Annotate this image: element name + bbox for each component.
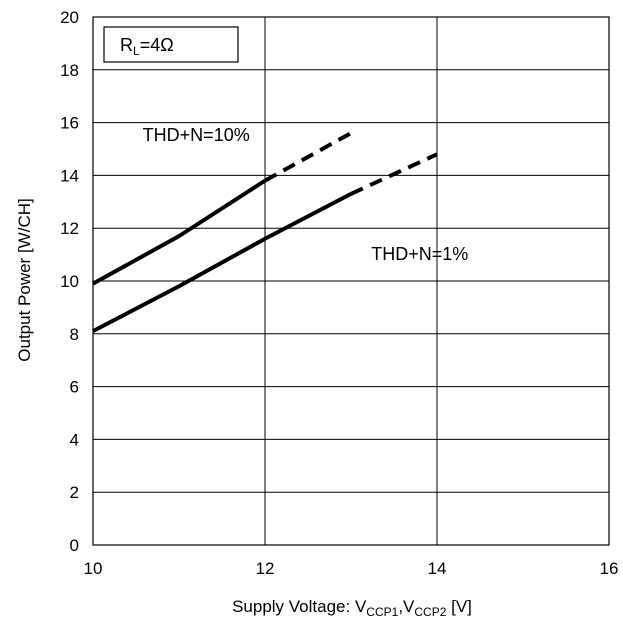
series-line-solid-0 — [92, 178, 267, 286]
grid-lines — [92, 16, 610, 546]
y-tick-labels: 0 2 4 6 8 10 12 14 16 18 20 — [60, 8, 79, 555]
legend-box: RL=4Ω — [103, 26, 239, 63]
y-tick-label: 10 — [60, 272, 79, 291]
y-tick-label: 4 — [70, 430, 79, 449]
y-tick-label: 14 — [60, 166, 79, 185]
plot-area-frame — [92, 16, 610, 546]
x-tick-label: 12 — [256, 559, 275, 578]
legend-box-rest: =4Ω — [140, 35, 174, 55]
y-tick-label: 2 — [70, 483, 79, 502]
y-tick-label: 12 — [60, 219, 79, 238]
y-tick-label: 0 — [70, 536, 79, 555]
x-axis-label-sub2: CCP2 — [414, 605, 446, 619]
x-tick-label: 16 — [600, 559, 619, 578]
y-tick-label: 16 — [60, 114, 79, 133]
y-tick-label: 8 — [70, 325, 79, 344]
x-tick-label: 10 — [84, 559, 103, 578]
legend-box-text: RL=4Ω — [120, 35, 174, 58]
y-tick-label: 6 — [70, 378, 79, 397]
legend-box-main: R — [120, 35, 133, 55]
series-line-solid-1 — [92, 192, 352, 333]
annotations: THD+N=10% THD+N=1% — [143, 125, 469, 264]
series-line-dashed-0 — [264, 131, 352, 183]
series-line-dashed-1 — [350, 152, 438, 196]
y-axis-label: Output Power [W/CH] — [15, 198, 34, 361]
series-annotation: THD+N=10% — [143, 125, 250, 145]
series-annotation: THD+N=1% — [371, 244, 468, 264]
x-tick-labels: 10 12 14 16 — [84, 559, 619, 578]
x-axis-label-suffix: [V] — [446, 597, 472, 616]
x-axis-label: Supply Voltage: VCCP1,VCCP2 [V] — [232, 597, 472, 619]
y-tick-label: 20 — [60, 8, 79, 27]
x-axis-label-mid: ,V — [398, 597, 415, 616]
x-axis-label-sub1: CCP1 — [366, 605, 398, 619]
y-tick-label: 18 — [60, 61, 79, 80]
legend-box-frame — [103, 26, 239, 63]
legend-box-sub: L — [133, 44, 140, 58]
x-tick-label: 14 — [428, 559, 447, 578]
x-axis-label-prefix: Supply Voltage: V — [232, 597, 367, 616]
series-lines — [92, 131, 438, 333]
